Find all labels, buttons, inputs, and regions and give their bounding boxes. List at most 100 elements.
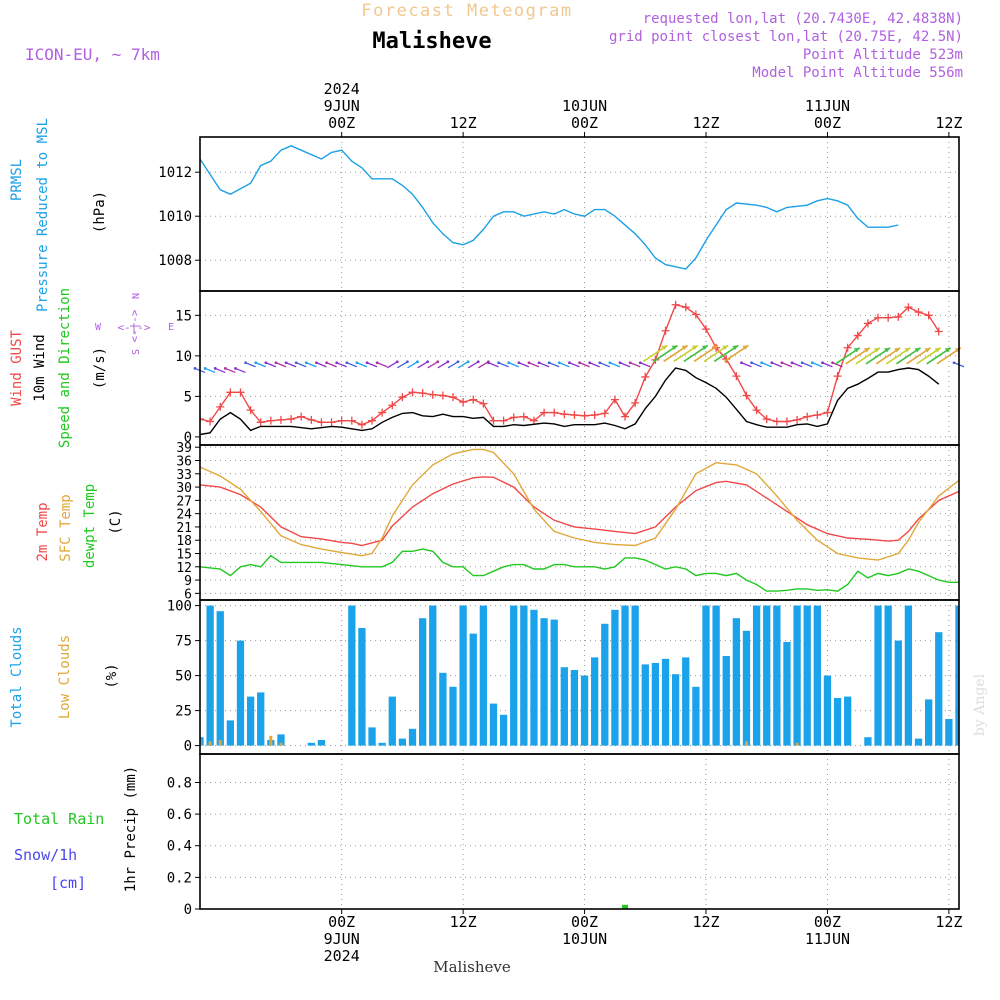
temperature-ytick-label: 21 xyxy=(176,521,192,536)
rain-label: Total Rain xyxy=(14,810,104,828)
wind-arrow xyxy=(488,362,499,368)
wind-arrow xyxy=(538,362,550,368)
precip-ytick-label: 0 xyxy=(184,902,192,918)
wind-arrow-head xyxy=(691,345,698,350)
wind-arrow-head xyxy=(853,347,860,353)
gust-point xyxy=(206,417,215,426)
wind-arrow-head xyxy=(884,347,891,353)
clouds-unit: (%) xyxy=(104,663,120,688)
compass-ew-arrows: <-|-> xyxy=(117,321,150,334)
gust-point xyxy=(874,313,883,322)
precip-ytick-label: 0.2 xyxy=(167,870,192,886)
total-cloud-bar xyxy=(631,605,639,746)
gust-point xyxy=(327,418,336,427)
wind-arrow xyxy=(376,362,388,368)
pressure-label-2: Pressure Reduced to MSL xyxy=(35,118,51,312)
wind-arrow xyxy=(316,362,327,368)
gust-point xyxy=(843,343,852,352)
wind-arrow xyxy=(265,362,277,368)
wind-arrow-head xyxy=(426,360,430,364)
clouds-marks xyxy=(200,605,959,746)
wind-arrow-head xyxy=(952,361,956,365)
precip-ytick-label: 0.4 xyxy=(167,839,192,855)
wind-ytick-label: 0 xyxy=(184,430,192,446)
compass-n: N xyxy=(131,293,142,299)
total-cloud-bar xyxy=(388,696,396,746)
total-cloud-bar xyxy=(611,609,619,746)
wind-arrow-head xyxy=(701,345,708,350)
marks-layer xyxy=(193,145,965,909)
wind-arrow xyxy=(559,362,570,368)
bottom-time-label: 12Z xyxy=(450,913,477,931)
total-cloud-bar xyxy=(580,675,589,746)
precip-frame xyxy=(199,753,960,910)
wind-arrow xyxy=(640,362,651,368)
top-time-label: 00Z xyxy=(814,114,841,132)
pressure-marks xyxy=(200,145,899,270)
total-cloud-bar xyxy=(763,605,771,746)
wind-arrow xyxy=(235,367,246,374)
total-cloud-bar xyxy=(530,609,538,746)
wind-unit: (m/s) xyxy=(92,347,108,389)
gust-point xyxy=(641,372,650,381)
wind-arrow-head xyxy=(436,360,440,364)
gust-point xyxy=(833,372,842,381)
total-cloud-bar xyxy=(489,703,498,746)
wind-arrow-head xyxy=(712,345,718,350)
gust-point xyxy=(357,420,366,429)
location-title: Malisheve xyxy=(372,29,491,54)
gust-point xyxy=(772,417,781,426)
wind-arrow-head xyxy=(740,361,743,365)
total-cloud-bar xyxy=(520,605,528,746)
bottom-time-label: 00Z xyxy=(328,913,355,931)
total-cloud-bar xyxy=(277,734,285,746)
top-time-label: 12Z xyxy=(450,114,477,132)
wind-arrow xyxy=(255,362,266,368)
wind-arrow-head xyxy=(345,361,349,365)
gust-point xyxy=(398,393,407,402)
wind-arrow-head xyxy=(203,367,207,370)
gust-point xyxy=(216,402,225,411)
compass-ns-arrows: <-|-> xyxy=(128,309,141,342)
total-cloud-bar xyxy=(601,623,609,746)
wind-arrow xyxy=(437,361,449,369)
wind-arrow xyxy=(417,361,428,369)
wind-arrow-head xyxy=(223,367,227,370)
gust-point xyxy=(540,408,549,417)
wind-arrow-head xyxy=(395,360,399,364)
sfc-label: SFC Temp xyxy=(58,494,74,561)
wind-arrow xyxy=(629,362,641,368)
gust-point xyxy=(509,413,518,422)
wind-arrow-head xyxy=(274,361,278,365)
total-cloud-bar xyxy=(200,737,204,746)
gust-point xyxy=(347,416,356,425)
wind-arrow xyxy=(285,362,297,368)
gust-point xyxy=(793,415,802,424)
gust-point xyxy=(621,412,630,421)
gust-point xyxy=(570,411,579,420)
gust-point xyxy=(803,412,812,421)
bottom-time-label: 00Z xyxy=(571,913,598,931)
gust-point xyxy=(590,411,599,420)
wind-dir-label: Speed and Direction xyxy=(57,288,73,448)
temperature-frame xyxy=(199,444,960,601)
wind-arrow xyxy=(397,361,408,369)
wind-arrow-head xyxy=(638,361,642,365)
gust-point xyxy=(934,327,943,336)
gust-point xyxy=(529,416,538,425)
gust-point xyxy=(317,418,326,427)
wind-arrow-head xyxy=(375,361,379,365)
total-cloud-bar xyxy=(682,657,690,746)
gust-point xyxy=(266,416,275,425)
wind-arrow-head xyxy=(608,361,612,365)
gust-point xyxy=(914,308,923,317)
compass-rose: N S E W <-|-> <-|-> xyxy=(95,293,174,355)
bottom-time-label: 9JUN xyxy=(324,930,360,948)
total-cloud-bar xyxy=(459,605,467,746)
pressure-ytick-label: 1012 xyxy=(158,165,192,181)
gust-point xyxy=(762,415,771,424)
gust-point xyxy=(691,310,700,319)
wind-arrow-head xyxy=(476,360,480,364)
point-altitude: Point Altitude 523m xyxy=(803,47,963,63)
